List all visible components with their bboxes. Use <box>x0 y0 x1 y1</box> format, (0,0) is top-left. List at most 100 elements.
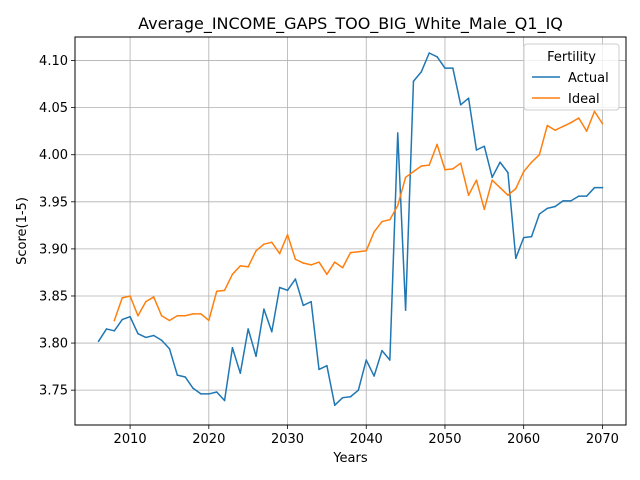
data-point-actual <box>184 376 186 378</box>
data-point-actual <box>326 364 328 367</box>
data-point-ideal <box>562 125 564 128</box>
data-point-actual <box>585 195 588 197</box>
data-point-ideal <box>373 231 375 233</box>
data-point-actual <box>396 132 399 134</box>
legend-label-ideal: Ideal <box>568 92 600 107</box>
data-point-actual <box>483 145 486 147</box>
data-point-ideal <box>184 315 186 317</box>
data-point-actual <box>168 347 171 350</box>
data-point-ideal <box>420 165 423 167</box>
data-point-ideal <box>389 218 391 221</box>
data-point-ideal <box>522 170 525 173</box>
y-tick-label: 4.00 <box>39 148 68 163</box>
data-point-actual <box>515 257 517 260</box>
data-point-ideal <box>593 110 596 113</box>
data-point-ideal <box>318 261 320 263</box>
data-point-actual <box>129 315 131 318</box>
data-point-actual <box>601 186 604 189</box>
data-point-actual <box>522 236 525 239</box>
data-point-actual <box>578 195 580 197</box>
legend-title: Fertility <box>547 50 596 65</box>
data-point-actual <box>570 200 572 202</box>
data-point-actual <box>271 331 273 333</box>
data-point-ideal <box>515 187 517 190</box>
data-point-ideal <box>428 164 430 166</box>
x-tick-label: 2070 <box>586 432 619 447</box>
data-point-ideal <box>160 315 163 317</box>
data-point-actual <box>334 404 336 406</box>
x-tick-label: 2040 <box>350 432 383 447</box>
data-point-actual <box>318 368 320 371</box>
data-point-actual <box>239 372 242 374</box>
data-point-ideal <box>444 169 446 171</box>
data-point-actual <box>231 347 234 349</box>
data-point-actual <box>538 213 541 215</box>
data-point-ideal <box>349 251 352 254</box>
y-tick-label: 4.10 <box>39 54 68 69</box>
data-point-actual <box>294 278 297 280</box>
data-point-ideal <box>341 266 344 269</box>
data-point-actual <box>208 393 210 395</box>
data-point-actual <box>223 399 226 402</box>
data-point-ideal <box>491 179 493 181</box>
data-point-ideal <box>263 243 265 245</box>
data-point-ideal <box>113 319 116 322</box>
data-point-actual <box>160 339 163 341</box>
y-tick-label: 3.80 <box>39 337 68 352</box>
data-point-actual <box>247 328 249 330</box>
data-point-ideal <box>294 258 297 261</box>
data-point-ideal <box>585 130 588 132</box>
data-point-actual <box>200 393 202 395</box>
series-layer <box>97 52 604 406</box>
data-point-actual <box>546 207 549 210</box>
data-point-actual <box>381 349 383 352</box>
data-point-actual <box>357 389 360 391</box>
data-point-actual <box>263 308 265 310</box>
data-point-actual <box>404 309 407 311</box>
data-point-actual <box>491 176 493 179</box>
data-point-actual <box>444 67 446 69</box>
data-point-ideal <box>436 143 438 146</box>
data-point-actual <box>255 355 257 358</box>
data-point-ideal <box>215 290 218 293</box>
data-point-ideal <box>200 313 202 315</box>
data-point-actual <box>452 67 454 69</box>
data-point-ideal <box>129 295 131 297</box>
data-point-ideal <box>467 194 470 196</box>
data-point-ideal <box>231 273 234 276</box>
data-point-actual <box>373 375 375 377</box>
x-tick-label: 2020 <box>192 432 225 447</box>
data-point-actual <box>436 56 438 58</box>
data-point-ideal <box>278 252 281 255</box>
x-tick-label: 2060 <box>507 432 540 447</box>
data-point-ideal <box>578 117 580 119</box>
data-point-actual <box>349 395 352 398</box>
data-point-ideal <box>168 319 171 322</box>
data-point-actual <box>467 97 470 99</box>
data-point-actual <box>286 289 289 292</box>
data-point-actual <box>302 304 305 307</box>
data-point-actual <box>428 52 430 54</box>
data-point-ideal <box>286 234 289 236</box>
data-point-ideal <box>499 186 501 189</box>
data-point-ideal <box>507 194 509 196</box>
data-point-ideal <box>357 250 360 253</box>
plot-frame <box>74 36 627 426</box>
chart-title: Average_INCOME_GAPS_TOO_BIG_White_Male_Q… <box>138 14 563 34</box>
data-point-actual <box>113 330 116 332</box>
data-point-actual <box>389 359 391 361</box>
data-point-ideal <box>121 297 123 299</box>
data-point-actual <box>145 336 147 339</box>
data-point-ideal <box>396 204 399 207</box>
data-point-actual <box>530 235 533 238</box>
legend-label-actual: Actual <box>568 71 609 86</box>
legend: Fertility Actual Ideal <box>523 43 620 111</box>
data-point-ideal <box>255 250 257 252</box>
data-point-actual <box>475 149 478 151</box>
data-point-actual <box>554 205 556 208</box>
data-point-actual <box>562 200 564 202</box>
data-point-actual <box>365 359 367 361</box>
data-point-ideal <box>208 319 210 322</box>
data-point-ideal <box>137 315 139 317</box>
data-point-ideal <box>546 124 549 127</box>
